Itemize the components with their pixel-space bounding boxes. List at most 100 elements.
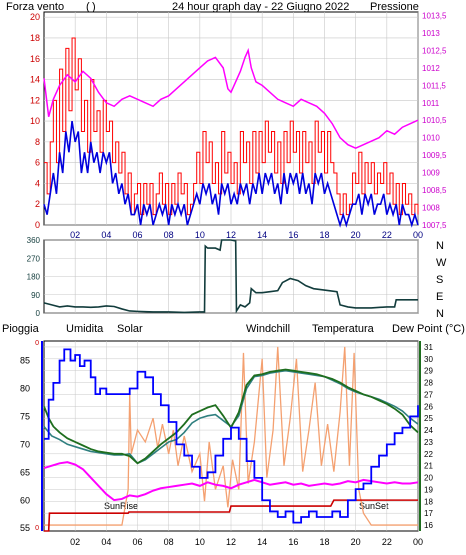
- bottom-x-tick-label: 14: [257, 537, 267, 547]
- bottom-right-tick-label: 27: [424, 390, 433, 399]
- rain-axis-bottom-label: 0: [35, 525, 39, 532]
- top-x-tick-label: 04: [101, 230, 111, 240]
- top-left-tick-label: 4: [35, 178, 40, 188]
- wind-gust-line: [44, 37, 419, 216]
- legend-rain: Pioggia: [2, 323, 40, 335]
- top-x-tick-label: 16: [288, 230, 298, 240]
- bottom-left-tick-label: 65: [20, 467, 30, 477]
- sunset-label: SunSet: [359, 501, 389, 511]
- top-title: 24 hour graph day - 22 Giugno 2022: [172, 1, 349, 13]
- top-left-tick-label: 2: [35, 199, 40, 209]
- legend-dewpoint: Dew Point (°C): [392, 323, 465, 335]
- top-right-tick-label: 1011: [422, 99, 440, 108]
- top-x-tick-label: 12: [226, 230, 236, 240]
- bottom-left-tick-label: 85: [20, 356, 30, 366]
- rain-line: [44, 499, 418, 532]
- mid-tick-label: 360: [27, 236, 41, 245]
- bottom-x-tick-label: 20: [351, 537, 361, 547]
- bottom-right-tick-label: 16: [424, 521, 433, 530]
- top-right-tick-label: 1010: [422, 134, 440, 143]
- bottom-x-tick-label: 22: [382, 537, 392, 547]
- solar-line: [44, 346, 418, 526]
- bottom-right-tick-label: 20: [424, 474, 433, 483]
- bottom-right-tick-label: 17: [424, 509, 433, 518]
- top-x-tick-label: 10: [195, 230, 205, 240]
- bottom-left-tick-label: 55: [20, 523, 30, 533]
- legend-solar: Solar: [117, 323, 143, 335]
- top-right-tick-label: 1008: [422, 204, 440, 213]
- top-right-tick-label: 1009,5: [422, 151, 447, 160]
- bottom-right-tick-label: 26: [424, 402, 433, 411]
- bottom-right-tick-label: 31: [424, 343, 433, 352]
- top-x-tick-label: 06: [132, 230, 142, 240]
- bottom-right-tick-label: 28: [424, 379, 433, 388]
- sunrise-label: SunRise: [104, 501, 138, 511]
- top-x-tick-label: 00: [413, 230, 423, 240]
- top-right-tick-label: 1007,5: [422, 221, 447, 230]
- legend-windchill: Windchill: [246, 323, 290, 335]
- mid-tick-label: 90: [31, 291, 40, 300]
- bottom-x-tick-label: 06: [132, 537, 142, 547]
- compass-label: E: [436, 291, 443, 303]
- top-right-tick-label: 1012: [422, 64, 440, 73]
- top-x-tick-label: 20: [351, 230, 361, 240]
- top-left-tick-label: 8: [35, 137, 40, 147]
- compass-label: S: [436, 274, 443, 286]
- top-left-unit-close: ): [92, 1, 96, 13]
- bottom-x-tick-label: 16: [288, 537, 298, 547]
- bottom-right-tick-label: 30: [424, 355, 433, 364]
- legend-humidity: Umidita: [66, 323, 104, 335]
- bottom-right-tick-label: 21: [424, 462, 433, 471]
- compass-label: W: [436, 257, 447, 269]
- bottom-right-tick-label: 29: [424, 367, 433, 376]
- top-x-tick-label: 22: [382, 230, 392, 240]
- bottom-right-tick-label: 23: [424, 438, 433, 447]
- top-left-unit-open: (: [86, 1, 90, 13]
- top-right-tick-label: 1010,5: [422, 116, 447, 125]
- compass-label: N: [436, 308, 444, 320]
- wind-direction-line: [43, 239, 418, 314]
- humidity-line: [44, 348, 419, 524]
- wind-average-line: [43, 120, 419, 228]
- top-left-tick-label: 20: [30, 12, 40, 22]
- bottom-left-tick-label: 60: [20, 495, 30, 505]
- top-left-tick-label: 18: [30, 33, 40, 43]
- top-left-tick-label: 0: [35, 220, 40, 230]
- top-right-tick-label: 1011,5: [422, 81, 446, 90]
- bottom-right-tick-label: 24: [424, 426, 433, 435]
- top-x-tick-label: 08: [164, 230, 174, 240]
- top-left-tick-label: 12: [30, 95, 40, 105]
- top-x-tick-label: 18: [319, 230, 329, 240]
- top-x-tick-label: 14: [257, 230, 267, 240]
- top-left-tick-label: 14: [30, 75, 40, 85]
- top-right-tick-label: 1012,5: [422, 46, 447, 55]
- top-left-tick-label: 10: [30, 116, 40, 126]
- bottom-right-tick-label: 19: [424, 485, 433, 494]
- mid-tick-label: 180: [27, 273, 41, 282]
- pressure-line: [43, 47, 419, 150]
- temperature-line: [43, 368, 419, 465]
- top-left-tick-label: 16: [30, 54, 40, 64]
- bottom-x-tick-label: 12: [226, 537, 236, 547]
- top-right-tick-label: 1009: [422, 169, 440, 178]
- dew-point-line: [43, 461, 419, 502]
- bottom-x-tick-label: 02: [70, 537, 80, 547]
- bottom-x-tick-label: 08: [164, 537, 174, 547]
- bottom-x-tick-label: 00: [413, 537, 423, 547]
- top-left-title: Forza vento: [6, 1, 64, 13]
- top-right-tick-label: 1013,5: [422, 11, 447, 20]
- bottom-left-tick-label: 70: [20, 439, 30, 449]
- top-left-tick-label: 6: [35, 158, 40, 168]
- mid-tick-label: 270: [27, 254, 41, 263]
- top-right-title: Pressione: [370, 1, 419, 13]
- bottom-right-tick-label: 25: [424, 414, 433, 423]
- bottom-right-tick-label: 22: [424, 450, 433, 459]
- legend-temperature: Temperatura: [312, 323, 375, 335]
- rain-axis-top-label: 0: [35, 340, 39, 347]
- bottom-left-tick-label: 80: [20, 384, 30, 394]
- compass-label: N: [436, 240, 444, 252]
- bottom-right-tick-label: 18: [424, 497, 433, 506]
- mid-tick-label: 0: [36, 309, 41, 318]
